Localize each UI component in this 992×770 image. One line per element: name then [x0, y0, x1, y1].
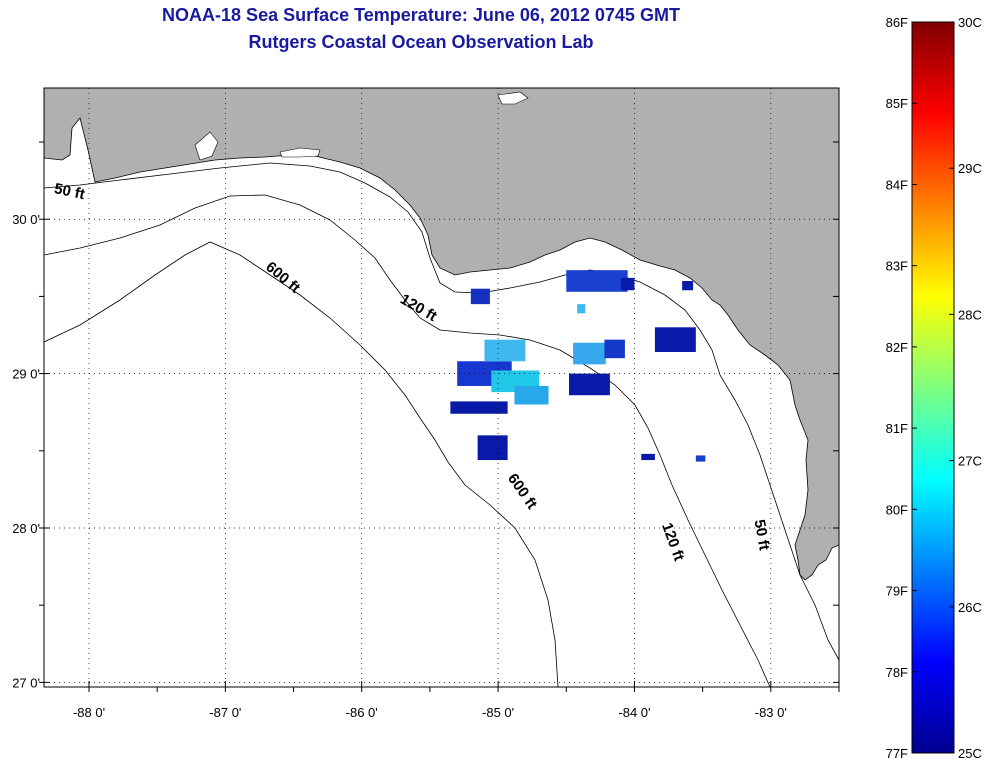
- colorbar-label-c: 29C: [958, 161, 982, 176]
- contour-600ft: [44, 241, 559, 687]
- lon-tick-label: -88 0': [73, 705, 105, 720]
- contour-120ft: [44, 194, 771, 687]
- lat-tick-label: 30 0': [12, 212, 40, 227]
- colorbar: [911, 21, 955, 754]
- colorbar-label-f: 81F: [886, 421, 908, 436]
- lon-tick-label: -84 0': [618, 705, 650, 720]
- colorbar-label-f: 78F: [886, 665, 908, 680]
- colorbar-label-c: 27C: [958, 454, 982, 469]
- lat-tick-label: 28 0': [12, 521, 40, 536]
- colorbar-label-c: 25C: [958, 746, 982, 761]
- colorbar-label-f: 82F: [886, 340, 908, 355]
- colorbar-label-f: 85F: [886, 96, 908, 111]
- contour-label: 50 ft: [53, 180, 87, 203]
- lon-tick-label: -86 0': [346, 705, 378, 720]
- map-subtitle: Rutgers Coastal Ocean Observation Lab: [248, 32, 594, 52]
- colorbar-label-f: 86F: [886, 15, 908, 30]
- sst-patch: [477, 435, 508, 461]
- lon-tick-label: -83 0': [755, 705, 787, 720]
- lon-tick-label: -87 0': [209, 705, 241, 720]
- colorbar-label-f: 84F: [886, 177, 908, 192]
- land-mass: [44, 88, 839, 581]
- bay: [194, 131, 219, 161]
- sst-patch: [566, 270, 628, 292]
- contour-label: 50 ft: [751, 518, 773, 551]
- colorbar-label-f: 80F: [886, 502, 908, 517]
- sst-patch: [484, 339, 526, 362]
- colorbar-label-c: 28C: [958, 307, 982, 322]
- colorbar-ticks: 86F 85F 84F 83F 82F 81F 80F 79F 78F 77F 30C 29C 28C 2…: [886, 15, 982, 761]
- lat-tick-label: 29 0': [12, 367, 40, 382]
- sst-patch: [604, 339, 625, 359]
- sst-patch: [682, 280, 694, 291]
- lon-tick-label: -85 0': [482, 705, 514, 720]
- sst-patch: [450, 401, 508, 414]
- colorbar-label-c: 30C: [958, 15, 982, 30]
- sst-patch: [470, 288, 490, 305]
- bay: [279, 147, 321, 158]
- map-title: NOAA-18 Sea Surface Temperature: June 06…: [162, 5, 680, 25]
- sst-patch: [695, 455, 706, 462]
- sst-patch: [620, 277, 635, 291]
- colorbar-label-f: 83F: [886, 259, 908, 274]
- contour-50ft: [44, 162, 839, 661]
- map-axes: -88 0' -87 0' -86 0' -85 0' -84 0' -83 0' 30 0…: [12, 141, 840, 720]
- colorbar-label-f: 77F: [886, 746, 908, 761]
- sst-patch: [654, 327, 696, 352]
- sst-patches: [450, 270, 706, 462]
- lake: [497, 91, 529, 105]
- sst-patch: [641, 453, 655, 461]
- map-frame: [43, 87, 840, 688]
- colorbar-label-f: 79F: [886, 584, 908, 599]
- sst-patch: [514, 385, 549, 405]
- sst-patch: [573, 342, 606, 365]
- sst-patch: [577, 304, 586, 314]
- colorbar-label-c: 26C: [958, 600, 982, 615]
- sst-patch: [569, 373, 610, 396]
- lat-tick-label: 27 0': [12, 675, 40, 690]
